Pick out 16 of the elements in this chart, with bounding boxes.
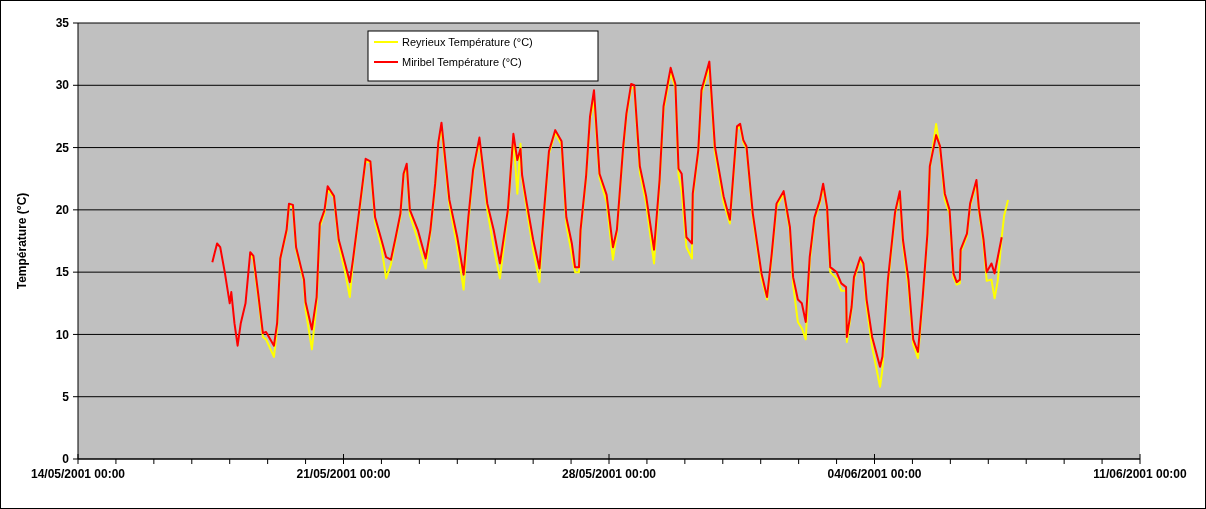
y-tick-label: 20 [55, 203, 70, 218]
x-tick-label: 11/06/2001 00:00 [1093, 467, 1188, 481]
y-tick-label: 5 [62, 389, 70, 404]
y-tick-label: 30 [55, 78, 70, 93]
x-tick-label: 28/05/2001 00:00 [561, 467, 657, 481]
legend-label: Reyrieux Température (°C) [402, 35, 533, 48]
legend-label: Miribel Température (°C) [402, 55, 522, 68]
x-tick-label: 04/06/2001 00:00 [827, 467, 922, 481]
y-tick-label: 15 [55, 265, 70, 280]
y-tick-label: 25 [55, 140, 70, 155]
y-tick-label: 35 [55, 16, 70, 31]
x-tick-label: 21/05/2001 00:00 [296, 467, 391, 481]
y-tick-label: 10 [55, 327, 70, 342]
y-axis-title: Température (°C) [15, 192, 29, 290]
y-tick-label: 0 [62, 452, 70, 467]
x-tick-label: 14/05/2001 00:00 [30, 467, 126, 481]
